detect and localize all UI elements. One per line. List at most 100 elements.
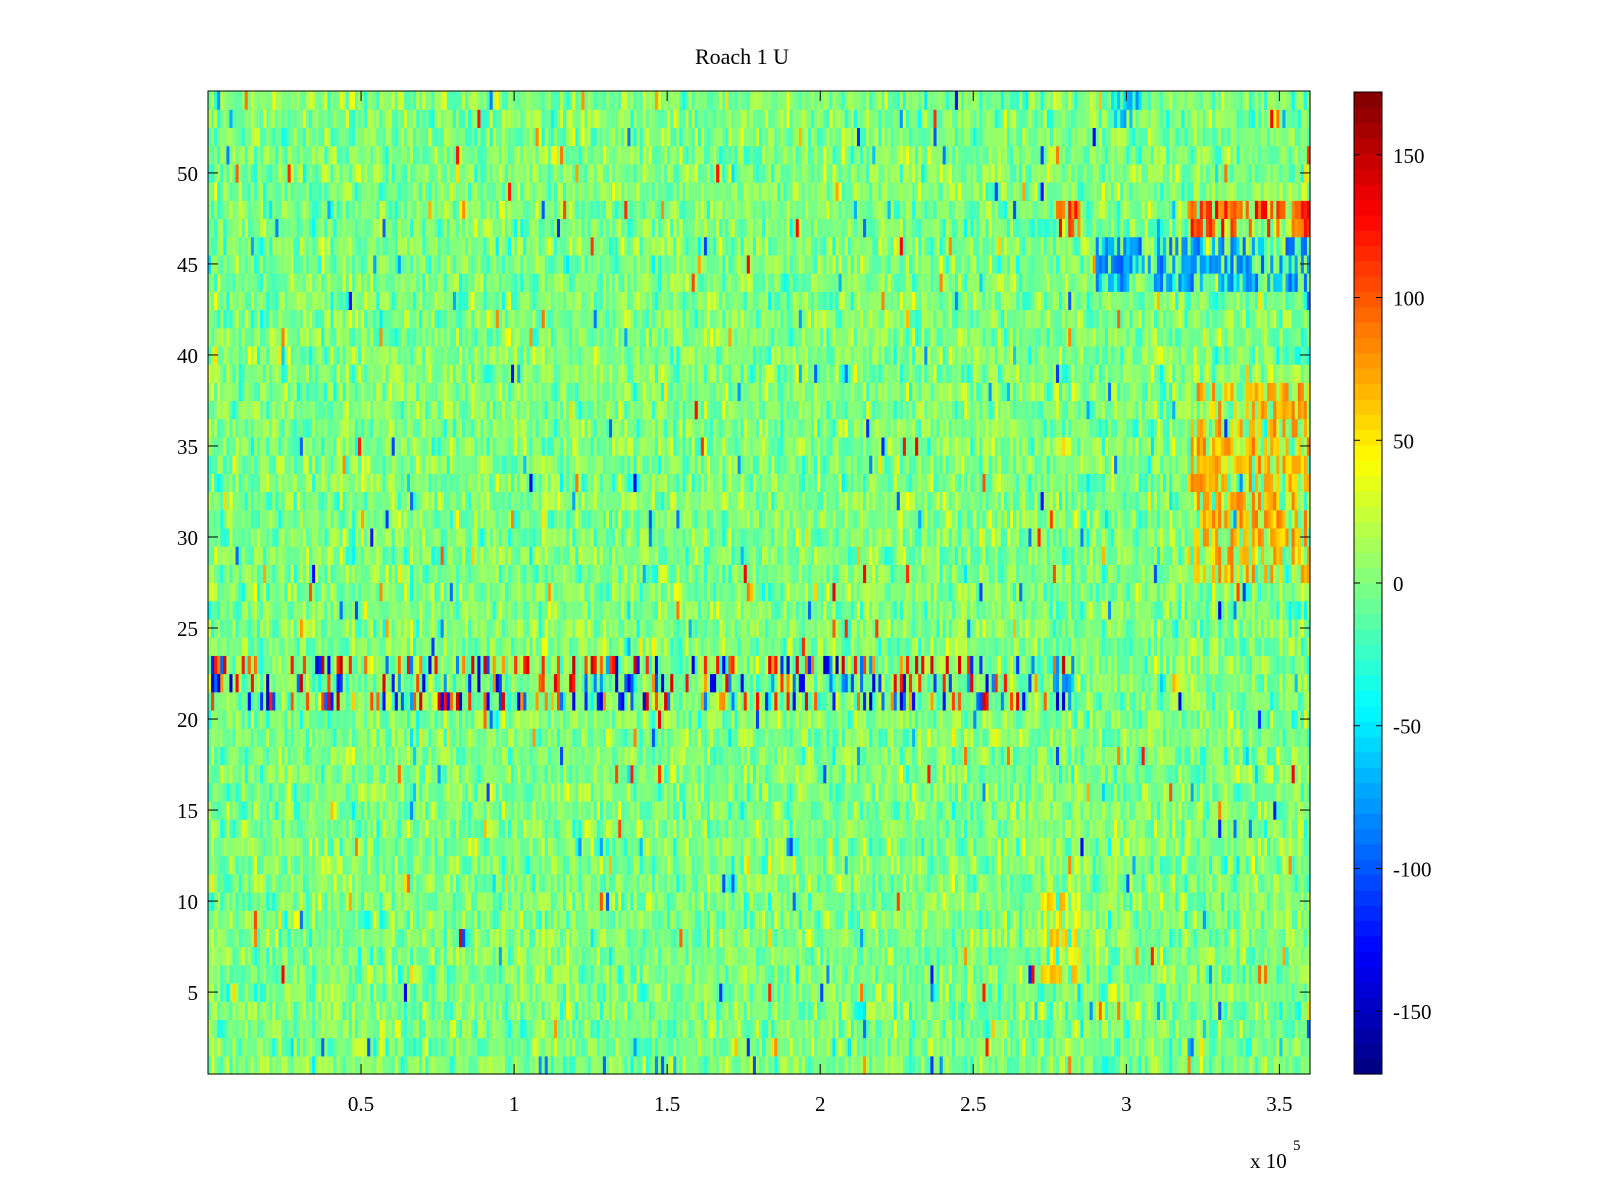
heatmap-cell — [1144, 982, 1149, 1002]
heatmap-cell — [673, 873, 677, 893]
heatmap-cell — [498, 1001, 503, 1020]
heatmap-cell — [759, 946, 763, 966]
heatmap-cell — [563, 855, 567, 875]
heatmap-cell — [609, 946, 613, 966]
heatmap-cell — [890, 855, 895, 875]
heatmap-cell — [590, 964, 595, 984]
heatmap-cell — [1031, 1037, 1036, 1057]
heatmap-cell — [908, 946, 913, 966]
heatmap-cell — [1034, 1037, 1039, 1057]
heatmap-cell — [599, 819, 604, 838]
heatmap-cell — [1199, 946, 1204, 966]
heatmap-cell — [1117, 1037, 1121, 1057]
heatmap-cell — [792, 1037, 797, 1057]
heatmap-cell — [1132, 964, 1137, 984]
heatmap-cell — [1126, 1001, 1130, 1020]
heatmap-cell — [1080, 891, 1085, 911]
heatmap-cell — [777, 1055, 782, 1075]
heatmap-cell — [832, 964, 837, 984]
heatmap-cell — [1279, 1019, 1284, 1039]
heatmap-cell — [755, 855, 760, 875]
heatmap-cell — [336, 1001, 341, 1020]
heatmap-cell — [529, 928, 534, 948]
heatmap-cell — [357, 928, 362, 948]
heatmap-cell — [489, 1055, 494, 1075]
heatmap-cell — [232, 964, 237, 984]
heatmap-cell — [321, 946, 325, 966]
heatmap-cell — [869, 1019, 873, 1039]
heatmap-cell — [915, 910, 919, 929]
heatmap-cell — [832, 982, 837, 1002]
heatmap-cell — [627, 982, 632, 1002]
heatmap-cell — [1000, 1019, 1005, 1039]
heatmap-cell — [639, 982, 644, 1002]
heatmap-cell — [1092, 855, 1097, 875]
heatmap-cell — [486, 1037, 491, 1057]
heatmap-cell — [1010, 910, 1014, 929]
heatmap-cell — [477, 1019, 482, 1039]
heatmap-cell — [612, 964, 616, 984]
heatmap-cell — [746, 837, 751, 857]
heatmap-cell — [1288, 910, 1293, 929]
heatmap-cell — [1123, 928, 1127, 948]
heatmap-cell — [1095, 982, 1100, 1002]
heatmap-cell — [667, 1055, 671, 1075]
heatmap-cell — [1245, 1001, 1250, 1020]
heatmap-cell — [342, 855, 347, 875]
heatmap-cell — [1291, 1037, 1296, 1057]
heatmap-cell — [1193, 910, 1198, 929]
heatmap-cell — [804, 1001, 809, 1020]
heatmap-cell — [1306, 1019, 1311, 1039]
heatmap-cell — [263, 982, 267, 1002]
heatmap-cell — [820, 1055, 824, 1075]
heatmap-cell — [269, 928, 273, 948]
heatmap-cell — [211, 1019, 215, 1039]
heatmap-cell — [232, 982, 237, 1002]
heatmap-cell — [976, 819, 980, 838]
heatmap-cell — [535, 891, 540, 911]
heatmap-cell — [811, 964, 815, 984]
heatmap-cell — [961, 1037, 965, 1057]
heatmap-cell — [266, 982, 270, 1002]
heatmap-cell — [673, 964, 677, 984]
heatmap-cell — [1031, 946, 1036, 966]
heatmap-cell — [768, 946, 772, 966]
heatmap-cell — [615, 1001, 619, 1020]
heatmap-cell — [1074, 946, 1078, 966]
heatmap-cell — [284, 855, 289, 875]
heatmap-cell — [1282, 946, 1287, 966]
heatmap-cell — [471, 891, 475, 911]
heatmap-cell — [645, 891, 650, 911]
heatmap-cell — [1006, 1055, 1011, 1075]
heatmap-cell — [446, 910, 451, 929]
heatmap-cell — [431, 1019, 436, 1039]
heatmap-cell — [648, 1037, 653, 1057]
heatmap-cell — [599, 1019, 604, 1039]
heatmap-cell — [241, 964, 246, 984]
heatmap-cell — [1163, 891, 1167, 911]
heatmap-cell — [318, 910, 322, 929]
heatmap-cell — [342, 873, 347, 893]
heatmap-cell — [388, 1055, 393, 1075]
heatmap-cell — [272, 946, 276, 966]
heatmap-cell — [921, 1001, 925, 1020]
heatmap-cell — [676, 910, 681, 929]
heatmap-cell — [413, 1001, 417, 1020]
heatmap-cell — [465, 1037, 469, 1057]
heatmap-cell — [759, 891, 763, 911]
heatmap-cell — [492, 1055, 497, 1075]
heatmap-cell — [615, 964, 619, 984]
heatmap-cell — [1037, 964, 1042, 984]
heatmap-cell — [722, 1001, 726, 1020]
heatmap-cell — [664, 964, 668, 984]
heatmap-cell — [382, 928, 387, 948]
heatmap-cell — [1227, 1055, 1232, 1075]
heatmap-cell — [1141, 1055, 1146, 1075]
heatmap-cell — [691, 1055, 696, 1075]
heatmap-cell — [1221, 946, 1225, 966]
heatmap-cell — [394, 1001, 399, 1020]
heatmap-cell — [327, 982, 332, 1002]
heatmap-cell — [789, 946, 794, 966]
heatmap-cell — [587, 1055, 592, 1075]
heatmap-cell — [211, 964, 215, 984]
